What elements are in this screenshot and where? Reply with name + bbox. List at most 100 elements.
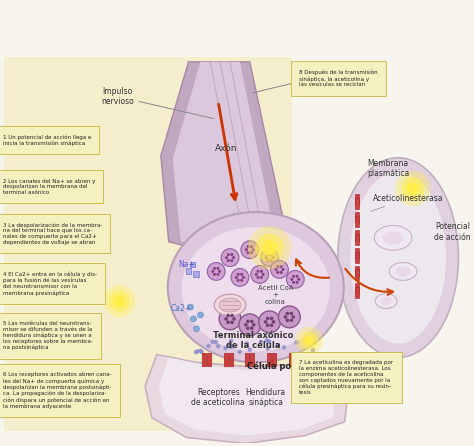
Circle shape — [262, 240, 277, 255]
Circle shape — [286, 312, 289, 315]
Circle shape — [297, 278, 300, 281]
Ellipse shape — [350, 172, 446, 343]
Circle shape — [291, 278, 293, 281]
Text: Aceticolinesterasa: Aceticolinesterasa — [371, 194, 443, 211]
Circle shape — [244, 323, 247, 326]
Ellipse shape — [383, 231, 403, 244]
Text: Axón: Axón — [215, 145, 237, 153]
Circle shape — [206, 344, 211, 348]
Circle shape — [280, 265, 283, 268]
Circle shape — [250, 245, 253, 248]
Circle shape — [292, 281, 295, 284]
Circle shape — [237, 279, 240, 282]
Circle shape — [214, 340, 218, 344]
Circle shape — [199, 349, 203, 353]
Circle shape — [226, 314, 230, 317]
Ellipse shape — [338, 158, 458, 357]
FancyBboxPatch shape — [267, 352, 271, 366]
Circle shape — [300, 332, 318, 350]
Text: Hendidura
sináptica: Hendidura sináptica — [246, 388, 286, 408]
Circle shape — [266, 253, 269, 256]
Circle shape — [232, 317, 236, 321]
Circle shape — [193, 326, 200, 332]
Circle shape — [231, 268, 249, 286]
Text: Acetil CoA
+
colina: Acetil CoA + colina — [258, 285, 293, 305]
Circle shape — [196, 349, 200, 354]
Circle shape — [292, 275, 295, 278]
FancyBboxPatch shape — [207, 352, 211, 366]
FancyBboxPatch shape — [190, 261, 195, 268]
Text: 3 La despolarización de la membra-
na del terminal hace que los ca-
nales de com: 3 La despolarización de la membra- na de… — [3, 222, 102, 245]
FancyBboxPatch shape — [355, 230, 358, 241]
Circle shape — [256, 276, 259, 279]
Circle shape — [272, 320, 275, 324]
Circle shape — [191, 316, 196, 322]
Circle shape — [242, 276, 245, 279]
Circle shape — [252, 323, 255, 326]
FancyBboxPatch shape — [202, 352, 206, 366]
Circle shape — [259, 311, 281, 333]
Circle shape — [295, 327, 323, 355]
Circle shape — [266, 259, 269, 262]
Circle shape — [286, 270, 304, 288]
FancyBboxPatch shape — [355, 269, 358, 281]
Circle shape — [282, 268, 284, 271]
Polygon shape — [161, 62, 289, 255]
Circle shape — [272, 256, 274, 259]
Circle shape — [310, 348, 315, 352]
Circle shape — [276, 271, 279, 274]
FancyBboxPatch shape — [193, 272, 200, 277]
Ellipse shape — [182, 227, 330, 351]
Ellipse shape — [168, 212, 344, 363]
Circle shape — [229, 344, 233, 349]
Text: 7 La aceticolina es degradada por
la enzima aceticolinesterasa. Los
componentes : 7 La aceticolina es degradada por la enz… — [299, 360, 393, 395]
Text: Receptores
de aceticolina: Receptores de aceticolina — [191, 388, 245, 408]
Circle shape — [266, 317, 269, 320]
Circle shape — [295, 275, 299, 278]
Circle shape — [235, 276, 238, 279]
Circle shape — [200, 350, 204, 354]
Circle shape — [250, 326, 254, 330]
Text: Impulso
nervioso: Impulso nervioso — [101, 87, 213, 119]
Circle shape — [216, 344, 220, 348]
Circle shape — [251, 265, 269, 283]
Circle shape — [250, 320, 254, 323]
Text: Membrana
plasmática: Membrana plasmática — [367, 159, 410, 178]
Circle shape — [217, 273, 219, 276]
Ellipse shape — [374, 226, 412, 250]
Ellipse shape — [214, 294, 246, 316]
Circle shape — [266, 340, 271, 344]
Ellipse shape — [380, 297, 392, 305]
Ellipse shape — [395, 267, 410, 277]
FancyBboxPatch shape — [355, 198, 358, 209]
Circle shape — [245, 341, 249, 346]
Circle shape — [267, 339, 271, 343]
Circle shape — [407, 182, 419, 194]
Circle shape — [280, 271, 283, 274]
Circle shape — [230, 259, 233, 262]
Circle shape — [255, 234, 284, 262]
Circle shape — [230, 253, 233, 256]
Circle shape — [271, 260, 288, 278]
Circle shape — [255, 273, 258, 276]
Circle shape — [248, 226, 292, 269]
Circle shape — [211, 270, 214, 273]
Circle shape — [246, 320, 250, 323]
Circle shape — [270, 259, 273, 262]
Circle shape — [188, 304, 193, 310]
Circle shape — [213, 267, 216, 270]
Text: 6 Los receptores activados abren cana-
les del Na+ de compuerta química y
despol: 6 Los receptores activados abren cana- l… — [3, 372, 111, 409]
Circle shape — [246, 251, 250, 254]
Text: Terminal axónico
de la célula: Terminal axónico de la célula — [212, 331, 293, 351]
Circle shape — [224, 317, 228, 321]
FancyBboxPatch shape — [355, 194, 358, 205]
FancyBboxPatch shape — [294, 352, 298, 366]
Text: Ca2+: Ca2+ — [171, 304, 192, 313]
Circle shape — [246, 245, 250, 248]
Ellipse shape — [389, 263, 417, 281]
Circle shape — [252, 248, 255, 251]
Circle shape — [261, 249, 279, 267]
FancyBboxPatch shape — [355, 212, 358, 223]
Text: 8 Después de la transmisión
sináptica, la aceticolina y
las vesículas se recicla: 8 Después de la transmisión sináptica, l… — [299, 70, 378, 87]
Circle shape — [264, 256, 268, 259]
